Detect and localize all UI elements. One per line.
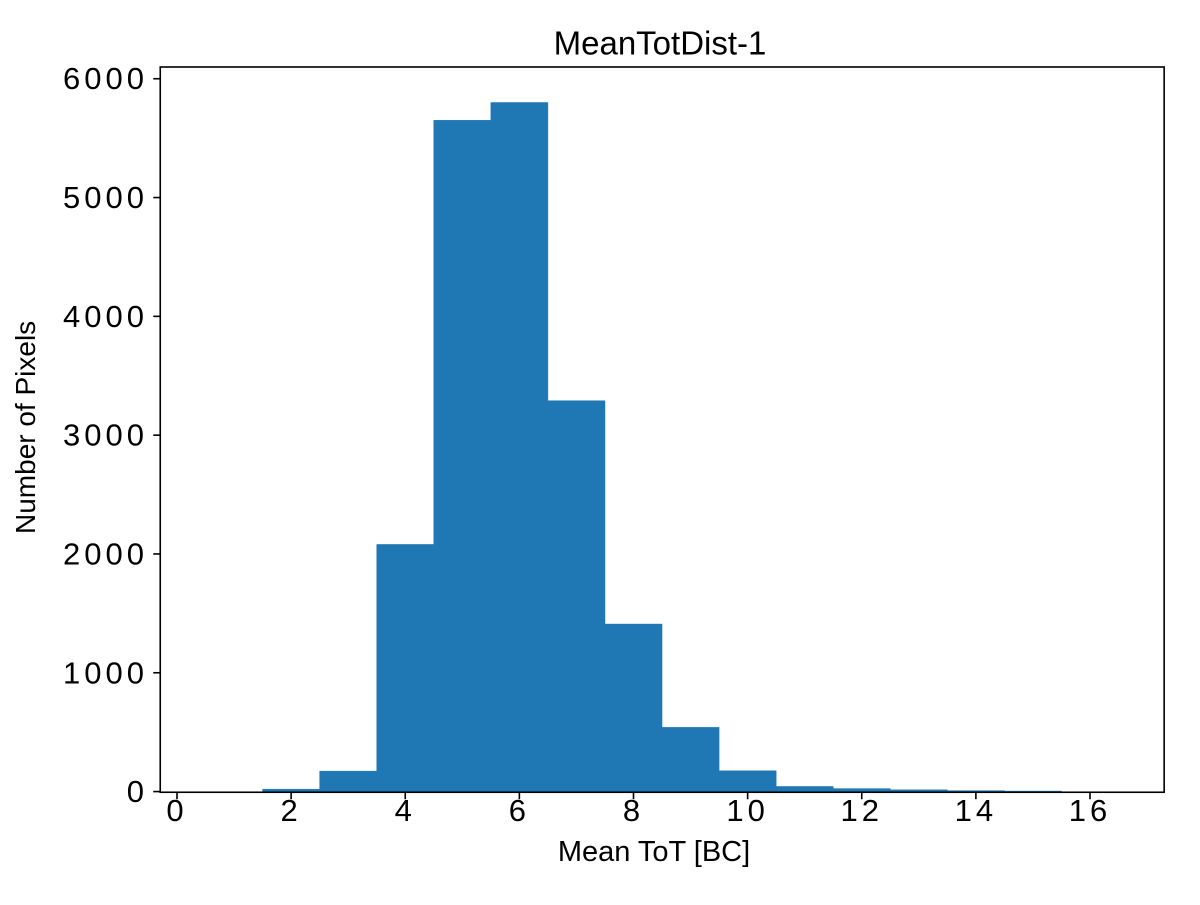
svg-text:Number of Pixels: Number of Pixels [10,321,41,534]
svg-text:3000: 3000 [63,418,148,453]
svg-text:12: 12 [841,793,883,828]
svg-text:4000: 4000 [63,299,148,334]
svg-text:0: 0 [127,774,148,809]
svg-text:10: 10 [726,793,768,828]
svg-text:16: 16 [1069,793,1111,828]
svg-text:Mean ToT [BC]: Mean ToT [BC] [558,836,750,868]
svg-text:6: 6 [509,793,530,828]
svg-text:5000: 5000 [63,180,148,215]
svg-text:4: 4 [395,793,416,828]
svg-text:0: 0 [166,793,187,828]
svg-text:8: 8 [623,793,644,828]
svg-text:2: 2 [281,793,302,828]
svg-text:MeanTotDist-1: MeanTotDist-1 [554,25,767,62]
svg-text:1000: 1000 [63,655,148,690]
svg-text:14: 14 [955,793,997,828]
svg-text:2000: 2000 [63,536,148,571]
svg-text:6000: 6000 [63,61,148,96]
